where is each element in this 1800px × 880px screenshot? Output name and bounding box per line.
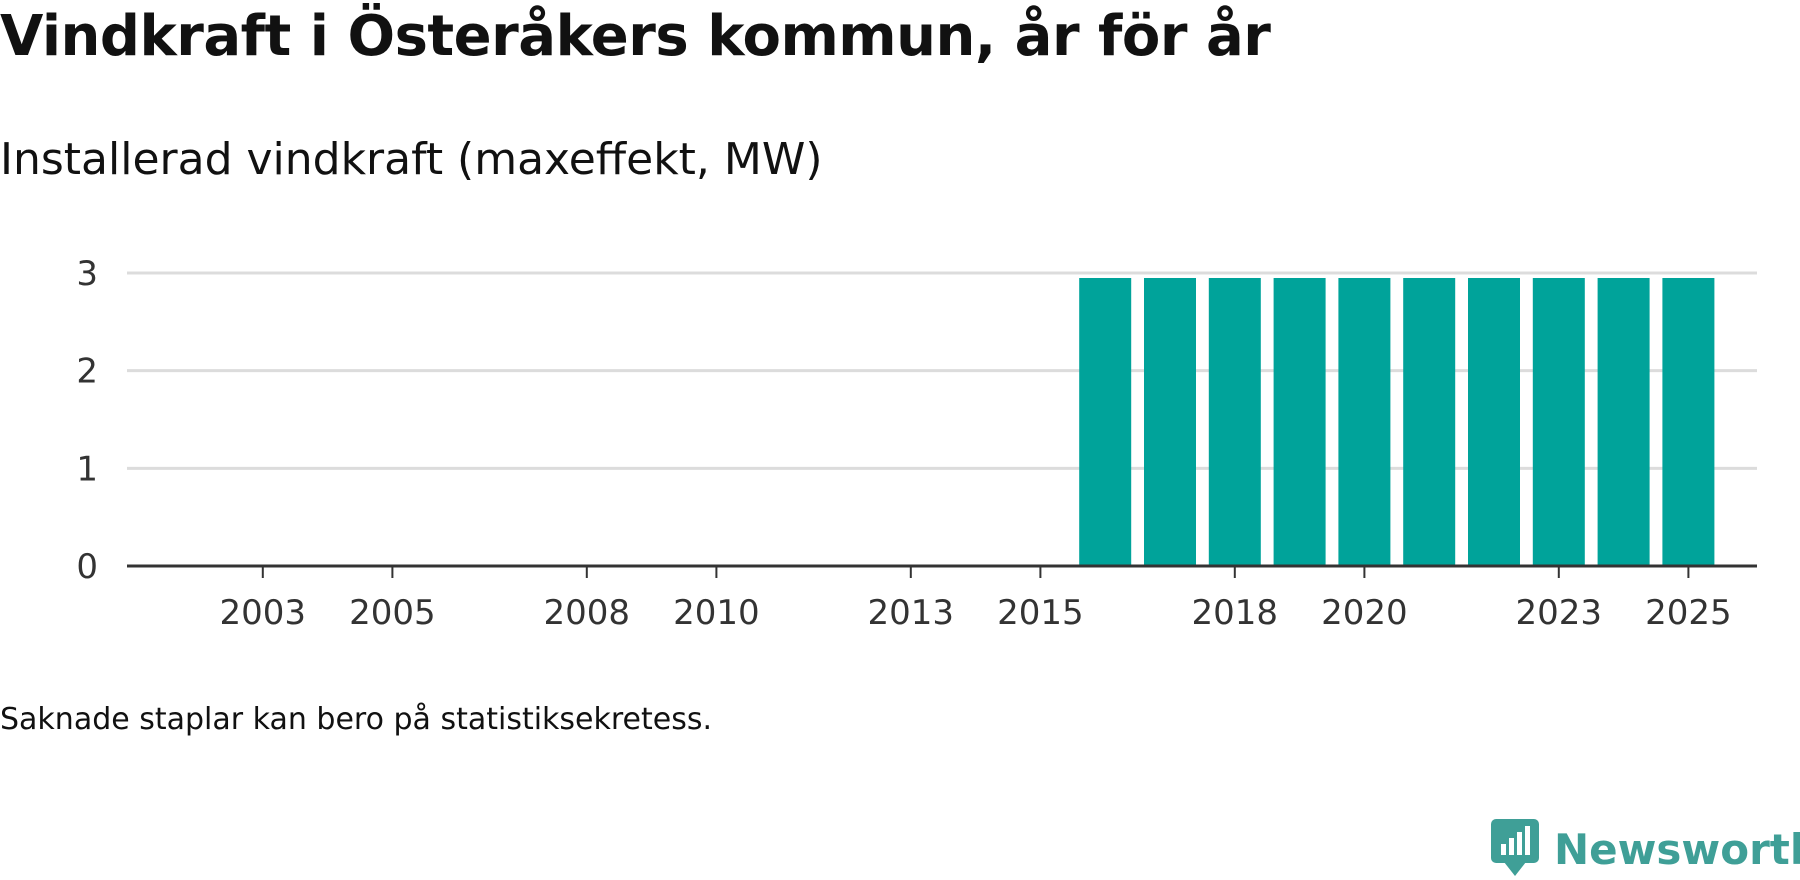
footnote: Saknade staplar kan bero på statistiksek… <box>0 702 713 737</box>
x-tick-label: 2010 <box>673 593 760 633</box>
brand-logo: Newsworthy <box>1490 818 1800 880</box>
bar-2023 <box>1532 278 1585 566</box>
y-tick-label: 3 <box>76 254 98 294</box>
x-tick-label: 2003 <box>220 593 307 633</box>
chart-subtitle: Installerad vindkraft (maxeffekt, MW) <box>0 134 823 185</box>
bar-2024 <box>1597 278 1650 566</box>
y-tick-label: 1 <box>76 449 98 489</box>
bar-2020 <box>1338 278 1391 566</box>
bars <box>1079 278 1715 566</box>
bar-2025 <box>1662 278 1715 566</box>
x-tick-label: 2008 <box>544 593 631 633</box>
bar-2022 <box>1468 278 1520 566</box>
x-tick-labels: 2003 2005 2008 2010 2013 2015 2018 2020 2023 2025 <box>220 593 1732 633</box>
x-tick-label: 2013 <box>868 593 955 633</box>
bar-2016 <box>1079 278 1132 566</box>
y-tick-labels: 0 1 2 3 <box>76 254 98 587</box>
bar-2018 <box>1208 278 1261 566</box>
bar-chart: 0 1 2 3 2003 2005 2008 2010 2013 2015 2018 2020 202… <box>76 254 1757 633</box>
x-tick-label: 2005 <box>349 593 436 633</box>
x-tick-label: 2023 <box>1516 593 1603 633</box>
bar-2017 <box>1144 278 1196 566</box>
bar-2021 <box>1403 278 1456 566</box>
y-tick-label: 0 <box>76 547 98 587</box>
x-tick-label: 2020 <box>1321 593 1408 633</box>
chart-title: Vindkraft i Österåkers kommun, år för år <box>0 4 1271 69</box>
y-tick-label: 2 <box>76 352 98 392</box>
axes <box>127 564 1757 578</box>
x-tick-label: 2018 <box>1192 593 1279 633</box>
bar-2019 <box>1273 278 1326 566</box>
x-tick-label: 2015 <box>997 593 1084 633</box>
newsworthy-logo-icon <box>1491 819 1539 876</box>
brand-name: Newsworthy <box>1554 824 1800 874</box>
x-tick-label: 2025 <box>1645 593 1732 633</box>
